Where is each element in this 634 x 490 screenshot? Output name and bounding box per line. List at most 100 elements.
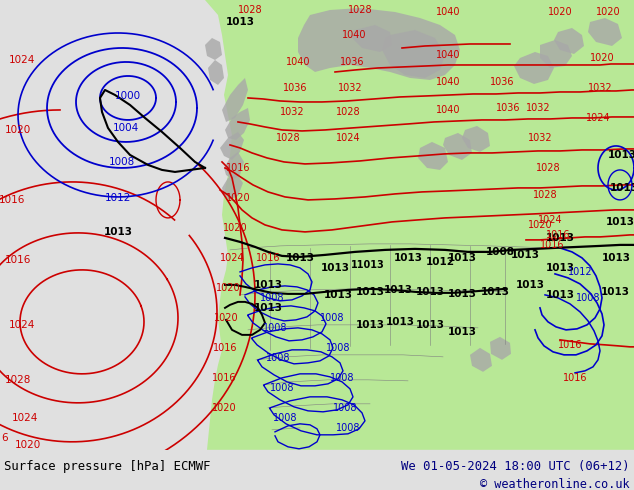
- Polygon shape: [298, 8, 460, 80]
- Text: 1028: 1028: [276, 133, 301, 143]
- Text: 1020: 1020: [590, 53, 614, 63]
- Text: 1008: 1008: [266, 353, 290, 363]
- Text: 1032: 1032: [588, 83, 612, 93]
- Text: 1013: 1013: [415, 320, 444, 330]
- Text: 1032: 1032: [527, 133, 552, 143]
- Text: 1016: 1016: [0, 195, 25, 205]
- Text: 1013: 1013: [415, 287, 444, 297]
- Text: 1008: 1008: [109, 157, 135, 167]
- Text: © weatheronline.co.uk: © weatheronline.co.uk: [481, 478, 630, 490]
- Text: 1032: 1032: [526, 103, 550, 113]
- Text: 1013: 1013: [103, 227, 133, 237]
- Text: 1012: 1012: [105, 193, 131, 203]
- Polygon shape: [382, 30, 445, 78]
- Text: 1016: 1016: [546, 230, 570, 240]
- Polygon shape: [462, 126, 490, 152]
- Text: 1040: 1040: [436, 50, 460, 60]
- Text: 1028: 1028: [238, 5, 262, 15]
- Text: 1028: 1028: [5, 375, 31, 385]
- Text: 1032: 1032: [280, 107, 304, 117]
- Polygon shape: [222, 173, 243, 200]
- Text: 1028: 1028: [347, 5, 372, 15]
- Text: We 01-05-2024 18:00 UTC (06+12): We 01-05-2024 18:00 UTC (06+12): [401, 460, 630, 473]
- Text: 1008: 1008: [269, 383, 294, 393]
- Text: 1008: 1008: [326, 343, 350, 353]
- Text: 1013: 1013: [602, 253, 630, 263]
- Text: 1013: 1013: [448, 327, 477, 337]
- Text: 1008: 1008: [333, 403, 357, 413]
- Text: 1040: 1040: [286, 57, 310, 67]
- Text: 1008: 1008: [576, 293, 600, 303]
- Text: 1040: 1040: [342, 30, 366, 40]
- Text: 1012: 1012: [425, 257, 455, 267]
- Text: 1028: 1028: [335, 107, 360, 117]
- Polygon shape: [514, 52, 554, 84]
- Text: 1020: 1020: [214, 313, 238, 323]
- Text: 1013: 1013: [600, 287, 630, 297]
- Text: 1020: 1020: [527, 220, 552, 230]
- Text: 1013: 1013: [515, 280, 545, 290]
- Text: 1024: 1024: [12, 413, 38, 423]
- Polygon shape: [220, 132, 244, 160]
- Text: 1020: 1020: [5, 125, 31, 135]
- Text: 1008: 1008: [486, 247, 515, 257]
- Text: 1032: 1032: [338, 83, 362, 93]
- Text: 1020: 1020: [226, 193, 250, 203]
- Text: 1028: 1028: [533, 190, 557, 200]
- Text: 1024: 1024: [586, 113, 611, 123]
- Polygon shape: [352, 25, 392, 52]
- Text: 1008: 1008: [273, 413, 297, 423]
- Polygon shape: [205, 0, 634, 450]
- Text: 1013: 1013: [481, 287, 510, 297]
- Text: 1040: 1040: [436, 77, 460, 87]
- Text: 1036: 1036: [496, 103, 521, 113]
- Polygon shape: [554, 28, 584, 54]
- Polygon shape: [205, 38, 222, 60]
- Text: 1020: 1020: [548, 7, 573, 17]
- Text: 1013: 1013: [448, 253, 477, 263]
- Text: 1013: 1013: [254, 280, 283, 290]
- Text: 1013: 1013: [356, 287, 384, 297]
- Polygon shape: [418, 142, 448, 170]
- Text: 1012: 1012: [567, 267, 592, 277]
- Text: 1024: 1024: [9, 320, 36, 330]
- Text: 1013: 1013: [607, 150, 634, 160]
- Text: 1036: 1036: [283, 83, 307, 93]
- Text: 1008: 1008: [262, 323, 287, 333]
- Text: 1013: 1013: [510, 250, 540, 260]
- Text: 1013: 1013: [226, 17, 254, 27]
- Text: 1013: 1013: [394, 253, 422, 263]
- Polygon shape: [208, 60, 224, 85]
- Text: 1008: 1008: [336, 423, 360, 433]
- Text: 1024: 1024: [335, 133, 360, 143]
- Text: 1016: 1016: [5, 255, 31, 265]
- Text: 1020: 1020: [223, 223, 247, 233]
- Text: 1013: 1013: [385, 317, 415, 327]
- Text: 1008: 1008: [260, 293, 284, 303]
- Text: 1024: 1024: [9, 55, 36, 65]
- Text: 1013: 1013: [285, 253, 314, 263]
- Text: 1024: 1024: [538, 215, 562, 225]
- Polygon shape: [588, 18, 622, 46]
- Text: 1013: 1013: [254, 303, 283, 313]
- Text: 1008: 1008: [330, 373, 354, 383]
- Polygon shape: [224, 152, 244, 180]
- Polygon shape: [222, 78, 248, 122]
- Text: 1020: 1020: [15, 440, 41, 450]
- Text: 1040: 1040: [436, 7, 460, 17]
- Text: 1013: 1013: [545, 263, 574, 273]
- Text: 1013: 1013: [384, 285, 413, 295]
- Text: 1008: 1008: [320, 313, 344, 323]
- Text: 1020: 1020: [216, 283, 240, 293]
- Text: 1016: 1016: [226, 163, 250, 173]
- Polygon shape: [225, 108, 250, 140]
- Text: 1020: 1020: [212, 403, 236, 413]
- Text: 1016: 1016: [213, 343, 237, 353]
- Text: 1013: 1013: [356, 320, 384, 330]
- Text: 6: 6: [2, 433, 8, 443]
- Polygon shape: [490, 337, 511, 360]
- Polygon shape: [540, 40, 572, 68]
- Text: 1013: 1013: [321, 263, 349, 273]
- Text: Surface pressure [hPa] ECMWF: Surface pressure [hPa] ECMWF: [4, 460, 210, 473]
- Text: 1036: 1036: [340, 57, 365, 67]
